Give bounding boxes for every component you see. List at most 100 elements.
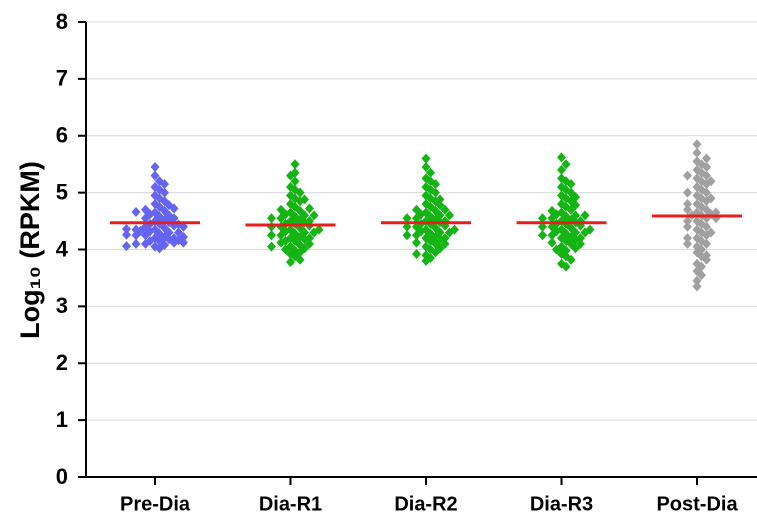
- y-tick-label: 0: [56, 464, 68, 489]
- data-point: [557, 207, 566, 218]
- data-point: [295, 247, 305, 258]
- data-point: [440, 204, 450, 215]
- data-point: [692, 224, 702, 235]
- data-point: [300, 194, 309, 205]
- data-point: [557, 190, 566, 201]
- data-point: [421, 162, 431, 173]
- data-point: [412, 249, 421, 260]
- data-point: [547, 237, 557, 248]
- data-point: [131, 238, 141, 249]
- data-point: [692, 173, 702, 184]
- data-point: [305, 238, 314, 249]
- data-point: [435, 200, 445, 211]
- data-point: [557, 258, 566, 269]
- data-point: [267, 241, 276, 252]
- data-point: [692, 199, 702, 209]
- x-tick-label: Dia-R2: [394, 493, 457, 515]
- data-point: [150, 181, 160, 192]
- data-point: [692, 156, 702, 167]
- data-point: [150, 207, 160, 218]
- data-point: [557, 164, 566, 175]
- data-point: [566, 254, 576, 265]
- data-point: [286, 199, 295, 209]
- data-point: [136, 225, 145, 236]
- data-point: [402, 230, 412, 241]
- data-point: [421, 190, 431, 201]
- data-point: [150, 224, 160, 235]
- data-point: [150, 190, 160, 201]
- data-point: [267, 221, 276, 232]
- data-point: [445, 210, 454, 221]
- data-point: [552, 244, 561, 255]
- data-point: [412, 237, 421, 248]
- data-point: [281, 235, 290, 246]
- data-point: [692, 147, 702, 158]
- y-tick-label: 8: [56, 9, 68, 34]
- data-point: [450, 224, 459, 235]
- data-point: [122, 229, 131, 240]
- data-point: [557, 173, 566, 184]
- data-point: [557, 224, 566, 235]
- data-point: [683, 238, 692, 249]
- data-point: [431, 179, 440, 190]
- data-point: [692, 275, 702, 286]
- data-point: [702, 153, 711, 164]
- data-point: [290, 251, 300, 262]
- y-tick-label: 7: [56, 66, 68, 91]
- data-point: [174, 227, 183, 238]
- data-point: [295, 254, 305, 265]
- data-point: [692, 181, 702, 192]
- data-point: [276, 204, 286, 215]
- data-point: [122, 241, 131, 252]
- data-point: [421, 199, 431, 209]
- data-point: [267, 230, 276, 241]
- data-point: [305, 203, 314, 214]
- data-point: [706, 193, 716, 204]
- data-point: [702, 250, 711, 261]
- data-point: [145, 235, 155, 246]
- data-point: [305, 233, 314, 244]
- data-point: [683, 221, 692, 232]
- data-point: [421, 224, 431, 235]
- data-point: [421, 207, 431, 218]
- data-point: [692, 281, 702, 292]
- data-point: [571, 210, 580, 221]
- y-tick-label: 3: [56, 293, 68, 318]
- data-point: [538, 213, 547, 224]
- data-point: [571, 200, 580, 211]
- data-point: [585, 224, 595, 235]
- data-point: [580, 210, 590, 221]
- y-tick-label: 5: [56, 179, 68, 204]
- y-tick-label: 4: [56, 236, 69, 261]
- data-point: [174, 235, 183, 246]
- data-point: [692, 190, 702, 201]
- data-point: [286, 181, 295, 192]
- y-tick-label: 1: [56, 407, 68, 432]
- data-point: [683, 199, 692, 209]
- data-point: [683, 216, 692, 227]
- data-point: [122, 224, 131, 235]
- data-point: [440, 233, 450, 244]
- y-tick-label: 6: [56, 123, 68, 148]
- data-point: [692, 233, 702, 244]
- data-point: [421, 153, 431, 164]
- data-point: [706, 227, 716, 238]
- data-point: [141, 204, 150, 215]
- data-point: [290, 159, 300, 170]
- y-axis-label: Log₁₀ (RPKM): [15, 161, 45, 339]
- data-point: [421, 241, 431, 252]
- data-point: [435, 243, 445, 254]
- data-point: [692, 241, 702, 252]
- data-point: [426, 167, 435, 178]
- data-point: [155, 243, 164, 254]
- data-point: [561, 159, 571, 170]
- data-point: [557, 152, 566, 163]
- data-point: [314, 224, 324, 235]
- data-point: [435, 194, 445, 205]
- data-point: [169, 213, 179, 224]
- data-point: [150, 162, 160, 173]
- data-point: [286, 207, 295, 218]
- data-point: [692, 216, 702, 227]
- x-tick-label: Pre-Dia: [120, 493, 191, 515]
- data-point: [706, 176, 716, 187]
